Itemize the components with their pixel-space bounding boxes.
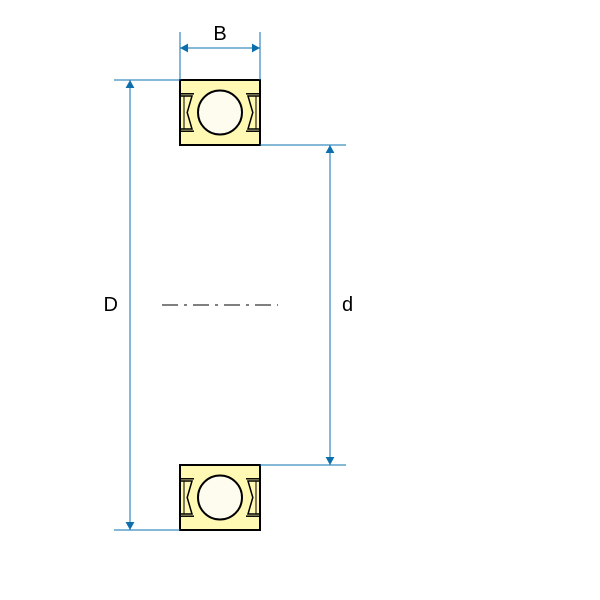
label-outer-diameter: D: [104, 294, 118, 316]
label-width: B: [213, 23, 226, 45]
bearing-half-top: [180, 80, 260, 145]
label-inner-diameter: d: [342, 294, 353, 316]
bearing-half-bottom: [180, 465, 260, 530]
bearing-cross-section-diagram: B Dd: [0, 0, 600, 600]
